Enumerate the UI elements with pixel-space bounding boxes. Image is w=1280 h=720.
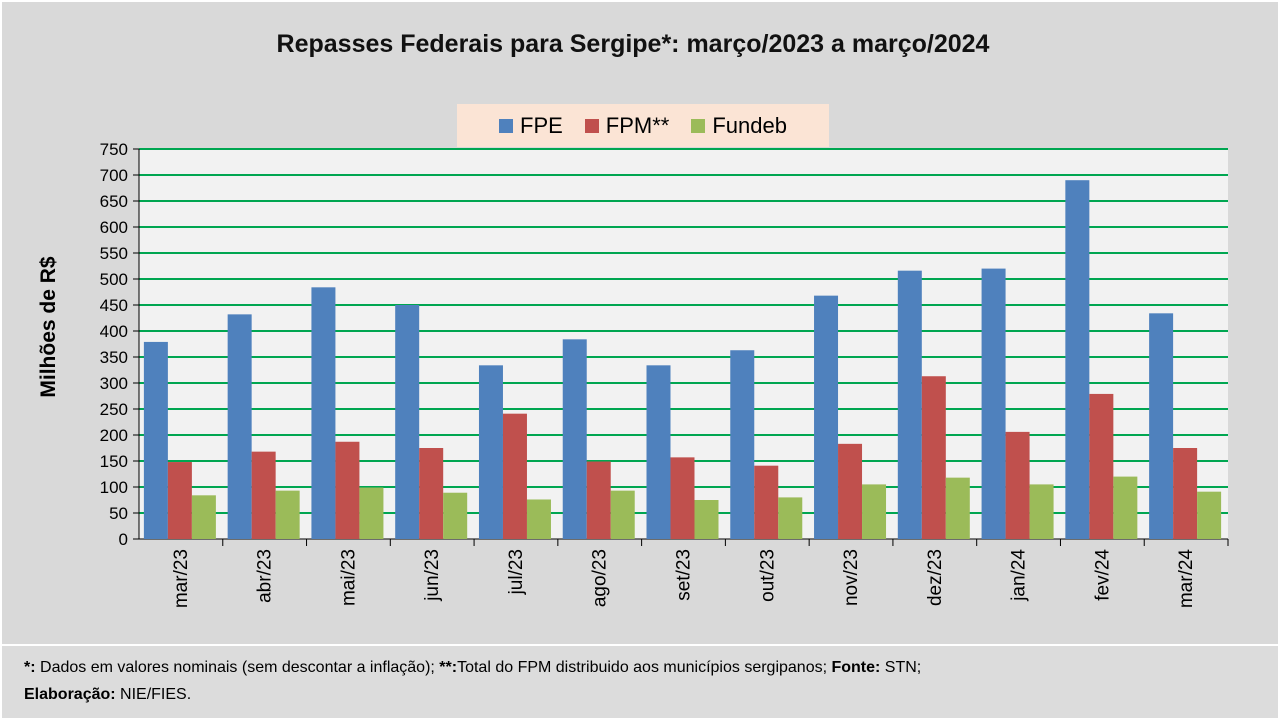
legend-swatch (584, 118, 599, 133)
bar (981, 268, 1006, 539)
x-tick-label: jun/23 (422, 549, 443, 602)
chart-title: Repasses Federais para Sergipe*: março/2… (276, 30, 990, 58)
bar (335, 441, 360, 539)
x-tick-label: nov/23 (841, 549, 862, 606)
footnote-mark-2: **: (439, 659, 458, 676)
x-tick-label: dez/23 (925, 549, 946, 606)
legend-item: FPM** (584, 112, 670, 139)
bar (359, 487, 384, 539)
footnote: *: Dados em valores nominais (sem descon… (2, 646, 1278, 718)
y-tick-label: 550 (100, 244, 128, 263)
author-text: NIE/FIES. (115, 686, 192, 703)
bar (251, 451, 276, 539)
footnote-line-2: Elaboração: NIE/FIES. (24, 681, 1278, 708)
bar (730, 350, 755, 539)
bar (526, 499, 551, 539)
bar (945, 477, 970, 539)
bar (778, 497, 803, 539)
x-tick-label: fev/24 (1092, 549, 1113, 601)
legend-label: FPM** (605, 112, 670, 138)
footnote-mark-1: *: (24, 659, 36, 676)
y-tick-label: 700 (100, 166, 128, 185)
legend-swatch (691, 118, 706, 133)
footnote-text-2: Total do FPM distribuido aos municípios … (457, 659, 832, 676)
bar (1005, 431, 1030, 539)
x-tick-label: set/23 (674, 549, 695, 601)
bar (419, 448, 444, 539)
y-tick-label: 100 (100, 478, 128, 497)
bar (478, 365, 503, 539)
y-tick-label: 750 (100, 140, 128, 159)
author-label: Elaboração: (24, 686, 116, 703)
legend-label: Fundeb (712, 112, 787, 138)
bar-chart-svg: 0 50 100 150 200 250 300 350 400 450 500 550 600 650 7… (100, 140, 1229, 609)
bar (502, 413, 527, 539)
bar (191, 495, 216, 539)
y-tick-label: 400 (100, 322, 128, 341)
bar (814, 295, 839, 539)
bar (227, 314, 252, 539)
legend-item: FPE (499, 113, 563, 139)
x-tick-label: ago/23 (590, 549, 611, 607)
bar (275, 490, 300, 539)
bar (562, 339, 587, 539)
source-text: STN; (880, 659, 922, 676)
x-tick-label: mar/24 (1176, 549, 1197, 609)
bar (167, 462, 192, 539)
bar (143, 341, 168, 539)
bar (838, 443, 863, 539)
y-tick-label: 450 (100, 296, 128, 315)
bar (311, 287, 336, 539)
chart-panel: Repasses Federais para Sergipe*: março/2… (2, 2, 1278, 644)
bar (897, 270, 922, 539)
legend-swatch (499, 118, 513, 133)
y-tick-label: 600 (100, 218, 128, 237)
x-tick-label: jan/24 (1009, 549, 1030, 602)
y-tick-label: 350 (100, 348, 128, 367)
legend-label: FPE (520, 112, 563, 138)
y-tick-label: 0 (119, 530, 128, 549)
bar (1089, 393, 1114, 539)
bar (443, 492, 468, 539)
bar (1173, 448, 1198, 539)
y-tick-label: 300 (100, 374, 128, 393)
footnote-text-1: Dados em valores nominais (sem descontar… (35, 659, 440, 676)
y-tick-label: 200 (100, 426, 128, 445)
legend: FPE FPM** Fundeb (457, 104, 829, 147)
x-tick-label: mar/23 (171, 549, 192, 608)
bar (610, 490, 635, 539)
footnote-line-1: *: Dados em valores nominais (sem descon… (24, 654, 1278, 681)
source-label: Fonte: (831, 659, 881, 676)
y-tick-label: 650 (100, 192, 128, 211)
x-tick-label: abr/23 (255, 549, 276, 603)
bar (1113, 476, 1138, 539)
bar (1029, 484, 1054, 539)
x-tick-label: mai/23 (338, 549, 359, 606)
x-tick-label: jul/23 (506, 549, 527, 595)
y-tick-label: 500 (100, 270, 128, 289)
bar (586, 461, 611, 539)
bar (694, 500, 719, 539)
bar (1065, 180, 1090, 539)
bar (670, 457, 695, 539)
bar (862, 484, 887, 539)
bar (646, 365, 671, 539)
bar (1197, 491, 1222, 539)
bar (921, 376, 946, 539)
y-tick-label: 50 (109, 504, 128, 523)
y-tick-label: 150 (100, 452, 128, 471)
legend-item: Fundeb (691, 113, 787, 139)
bar (1149, 313, 1174, 539)
bar (754, 465, 779, 539)
x-tick-label: out/23 (757, 549, 778, 602)
bar (395, 305, 420, 539)
y-tick-label: 250 (100, 400, 128, 419)
